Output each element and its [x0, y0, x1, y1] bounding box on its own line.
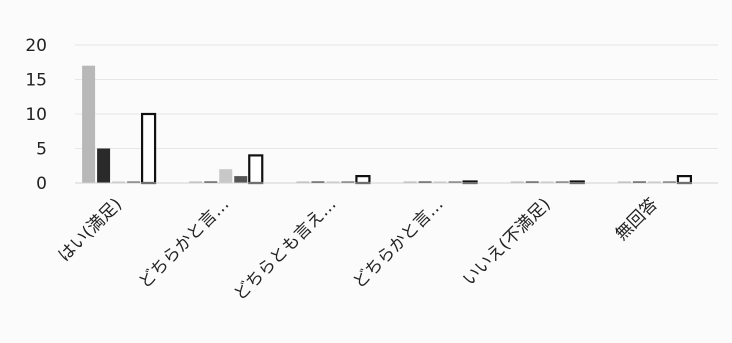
x-category-label: どちらとも言え…: [230, 194, 340, 304]
gridlines: [75, 44, 718, 149]
x-category-label: いいえ(不満足): [459, 194, 555, 290]
bar: [97, 148, 111, 183]
bar: [112, 181, 126, 183]
bar: [127, 181, 141, 183]
bars: [82, 65, 693, 185]
bar: [418, 181, 432, 183]
bar: [525, 181, 539, 183]
bar: [448, 181, 462, 183]
bar: [219, 169, 233, 183]
x-axis-category-labels: はい(満足) どちらかと言…どちらとも言え… どちらかと言… いいえ(不満足) 無回答: [55, 194, 662, 304]
y-axis-ticks: 0 5 10 15 20: [25, 36, 47, 194]
bar: [82, 65, 96, 183]
bar: [311, 181, 325, 183]
bar: [355, 175, 371, 185]
bar: [234, 176, 248, 183]
x-category-label: どちらかと言…: [135, 194, 233, 292]
bar: [341, 181, 355, 183]
bar: [662, 181, 676, 183]
x-category-label: どちらかと言…: [349, 194, 447, 292]
bar: [647, 181, 661, 183]
bar: [403, 181, 417, 183]
bar: [248, 154, 264, 185]
bar: [540, 181, 554, 183]
y-tick-label: 20: [25, 36, 47, 56]
bar: [632, 181, 646, 183]
bar: [189, 181, 203, 183]
y-tick-label: 0: [36, 174, 47, 194]
x-category-label: はい(満足): [55, 194, 127, 266]
bar: [296, 181, 310, 183]
bar: [510, 181, 524, 183]
bar: [617, 181, 631, 183]
y-tick-label: 15: [25, 71, 47, 91]
bar: [433, 181, 447, 183]
y-tick-label: 5: [36, 140, 47, 160]
x-category-label: 無回答: [612, 194, 662, 244]
bar: [140, 112, 157, 185]
bar: [555, 181, 569, 183]
bar: [676, 175, 693, 185]
bar: [326, 181, 340, 183]
y-tick-label: 10: [25, 105, 47, 125]
bar: [204, 181, 218, 183]
